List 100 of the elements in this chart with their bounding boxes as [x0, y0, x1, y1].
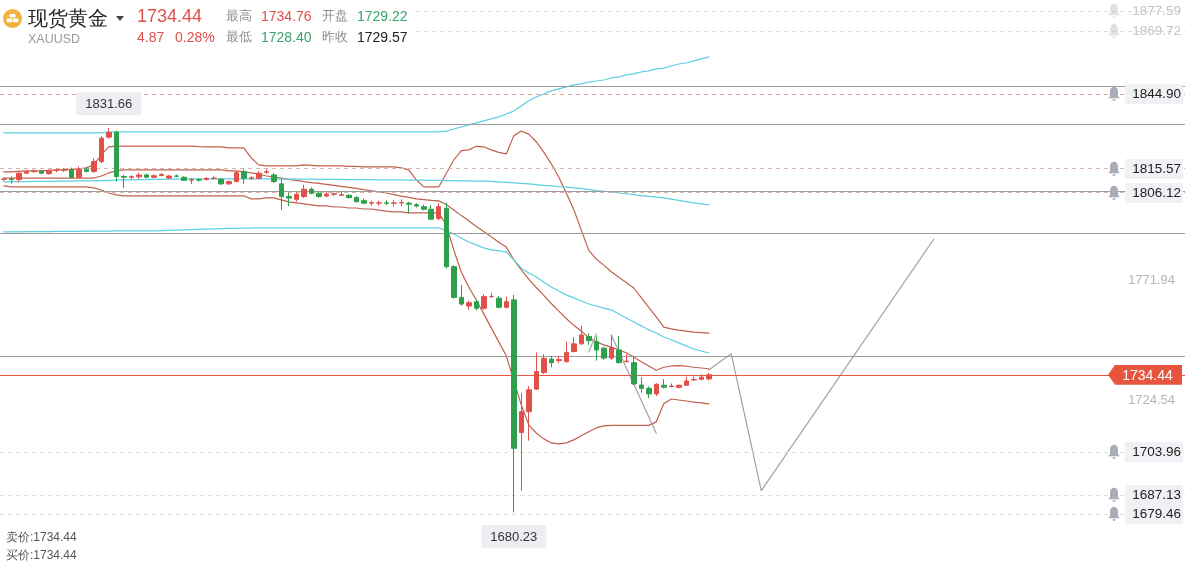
ref-line-label: 1877.59 [1131, 2, 1182, 21]
annotation: 最高 [226, 8, 252, 24]
text: XAUUSD [28, 31, 81, 47]
candlestick [106, 127, 112, 140]
candlestick [264, 168, 269, 175]
candlestick [129, 174, 134, 180]
annotation: 买价:1734.44 [6, 547, 77, 563]
ref-line-label: 1703.96 [1125, 442, 1183, 463]
chart-title: 现货黄金 [28, 6, 108, 31]
candlestick [669, 382, 674, 389]
candlestick [646, 385, 652, 399]
annotation: 1729.57 [357, 28, 408, 46]
candlestick [204, 176, 209, 181]
candlestick [46, 169, 52, 176]
candlestick [271, 172, 277, 184]
candlestick [369, 200, 374, 207]
candlestick [84, 166, 89, 173]
annotation: 开盘 [322, 8, 348, 24]
candlestick [121, 174, 127, 189]
annotation: 1728.40 [261, 28, 312, 46]
candlestick [279, 178, 284, 211]
ref-line-label: 1734.44 [1108, 364, 1182, 385]
candlestick [579, 325, 584, 346]
candlestick [361, 198, 367, 205]
candlestick [174, 173, 179, 179]
y-tick-label: 1724.54 [1128, 392, 1175, 408]
candlestick [586, 332, 592, 346]
ref-line-label: 1687.13 [1125, 484, 1183, 505]
candlestick [436, 202, 441, 221]
candlestick [406, 201, 412, 214]
annotation: 卖价:1734.44 [6, 529, 77, 545]
line-series [3, 185, 710, 445]
annotation: 最低 [226, 29, 252, 45]
line-series [3, 169, 710, 371]
candlestick [639, 376, 644, 394]
candlestick [564, 341, 569, 364]
ref-line-label: 1806.12 [1125, 182, 1183, 203]
candlestick [631, 355, 637, 386]
ref-line-label: 1679.46 [1125, 504, 1183, 525]
candlestick [249, 175, 254, 181]
candlestick [181, 175, 187, 182]
candlestick [526, 385, 532, 442]
candlestick [256, 170, 262, 180]
candlestick [519, 392, 524, 492]
candlestick [91, 157, 97, 174]
candlestick [594, 336, 599, 362]
candlestick [601, 346, 607, 361]
candlestick [144, 173, 149, 179]
candlestick [624, 353, 629, 364]
candlestick [466, 300, 472, 311]
candlestick [226, 180, 232, 186]
annotation: 1680.23 [490, 528, 538, 544]
annotation: 1729.22 [357, 7, 408, 25]
candlestick [346, 193, 352, 199]
candlestick [676, 384, 682, 389]
annotation: 1831.66 [85, 96, 133, 112]
candlestick [39, 169, 44, 175]
candlestick [459, 284, 464, 307]
candlestick [324, 191, 329, 198]
candlestick [189, 177, 194, 185]
candlestick [211, 175, 217, 181]
candlestick [9, 176, 14, 185]
ref-line-label: 1815.57 [1125, 158, 1183, 179]
candlestick [114, 130, 119, 183]
candlestick [286, 192, 292, 207]
candlestick [136, 172, 142, 180]
candlestick [511, 294, 517, 513]
line-series [3, 178, 710, 206]
candlestick [489, 292, 494, 299]
candlestick [31, 168, 37, 174]
candlestick [571, 336, 577, 354]
candlestick [316, 191, 322, 199]
candlestick [504, 296, 509, 309]
candlestick [166, 174, 172, 180]
candlestick [241, 168, 247, 185]
candlestick [616, 335, 622, 364]
candlestick [481, 293, 487, 311]
ref-line-label: 1844.90 [1125, 84, 1183, 105]
candlestick [76, 166, 82, 179]
candlestick [399, 198, 404, 207]
candlestick [69, 167, 74, 179]
candlestick [24, 169, 29, 175]
y-tick-label: 1771.94 [1128, 272, 1175, 288]
candlestick [414, 202, 419, 208]
candlestick [376, 200, 382, 207]
candlestick [384, 199, 389, 206]
candlestick [654, 382, 659, 397]
candlestick [234, 170, 239, 183]
candlestick [196, 177, 202, 183]
candlestick [444, 202, 449, 269]
candlestick [301, 184, 307, 199]
candlestick [661, 378, 667, 389]
annotation: 4.87 [137, 28, 165, 46]
annotation: 1734.44 [137, 6, 203, 28]
candlestick [99, 135, 104, 164]
ref-line-label: 1869.72 [1131, 22, 1182, 41]
candlestick [549, 355, 554, 368]
annotation: 1734.76 [261, 7, 312, 25]
line-series [3, 227, 710, 354]
candlestick [354, 196, 359, 204]
